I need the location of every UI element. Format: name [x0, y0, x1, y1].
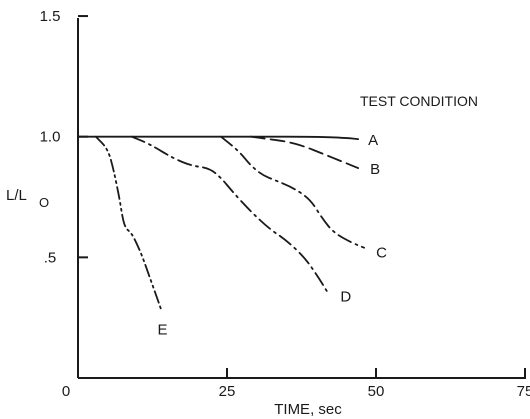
x-tick-label: 0 — [62, 383, 70, 400]
curve-label-c: C — [376, 245, 387, 262]
legend-title: TEST CONDITION — [360, 93, 478, 109]
curve-label-d: D — [340, 289, 351, 306]
ticks — [78, 15, 526, 378]
curve-c — [220, 135, 365, 249]
y-tick-label: 1.0 — [40, 129, 61, 146]
tick-labels: .5 1.0 1.5 0 25 50 75 — [40, 8, 530, 400]
curve-label-e: E — [157, 321, 167, 338]
y-tick-label: .5 — [44, 249, 57, 266]
y-axis-label-sub: O — [39, 195, 49, 210]
x-tick-label: 50 — [368, 383, 385, 400]
curves — [77, 135, 365, 312]
curve-label-a: A — [368, 132, 378, 149]
curve-label-b: B — [370, 161, 380, 178]
curve-b — [249, 135, 359, 169]
y-tick-label: 1.5 — [40, 8, 61, 25]
y-axis-label: L/L O — [6, 187, 49, 210]
curve-e — [95, 135, 163, 312]
x-axis-label: TIME, sec — [274, 401, 342, 418]
curve-labels: AB C D E — [157, 132, 387, 338]
axes — [77, 18, 526, 379]
y-axis-label-main: L/L — [6, 187, 27, 204]
curve-d — [130, 135, 330, 295]
x-tick-label: 25 — [219, 383, 236, 400]
x-tick-label: 75 — [517, 383, 530, 400]
curve-a — [77, 135, 359, 140]
